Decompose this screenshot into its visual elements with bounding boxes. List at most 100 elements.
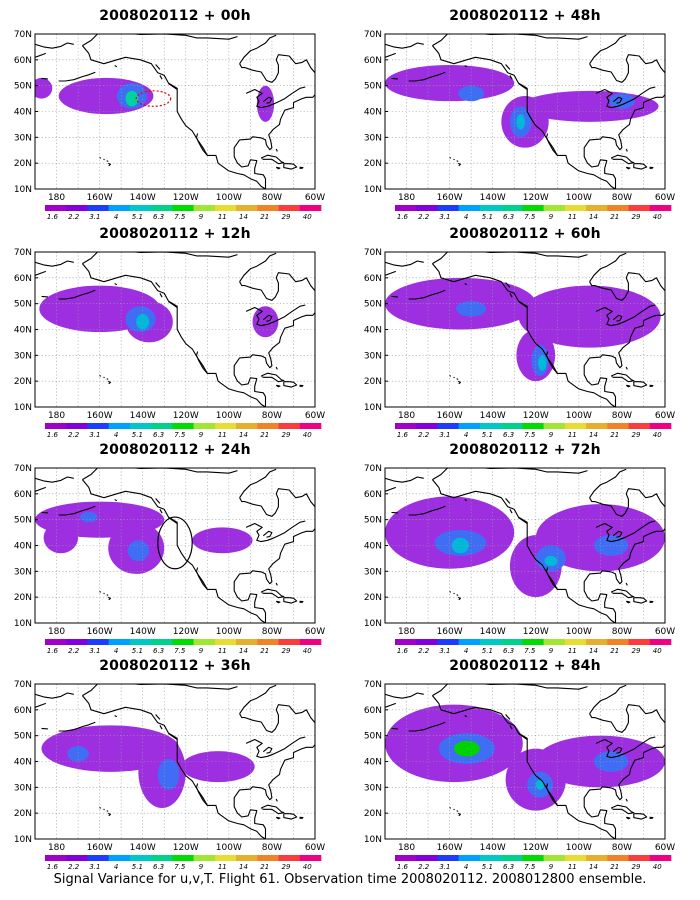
legend-label: 29 [632, 647, 641, 655]
longitude-tick-label: 140W [480, 627, 506, 637]
coastline [385, 260, 424, 267]
legend-swatch [607, 639, 629, 645]
coastline [625, 600, 631, 604]
coastline [449, 157, 452, 159]
legend-swatch [66, 423, 88, 429]
coastline [545, 351, 558, 374]
coastline [114, 65, 118, 68]
panel-title: 2008020112 + 84h [449, 658, 601, 674]
legend-label: 40 [653, 863, 662, 871]
latitude-tick-label: 60N [364, 56, 382, 66]
panel-title: 2008020112 + 24h [99, 442, 251, 458]
coastline [107, 812, 111, 817]
latitude-tick-label: 40N [14, 108, 32, 118]
legend-label: 29 [632, 431, 641, 439]
latitude-tick-label: 10N [364, 619, 382, 629]
legend-label: 6.3 [153, 647, 164, 655]
legend-swatch [236, 639, 258, 645]
coastline [625, 366, 628, 370]
latitude-tick-label: 30N [14, 567, 32, 577]
legend-swatch [87, 423, 109, 429]
latitude-tick-label: 10N [364, 185, 382, 195]
coastline [385, 270, 396, 276]
legend-label: 11 [218, 213, 227, 221]
coastline [35, 486, 46, 492]
legend-label: 6.3 [153, 213, 164, 221]
legend-label: 40 [303, 213, 312, 221]
latitude-tick-label: 40N [14, 758, 32, 768]
legend-label: 40 [303, 647, 312, 655]
legend-swatch [299, 205, 322, 211]
legend-swatch [45, 423, 67, 429]
coastline [81, 695, 266, 839]
legend-label: 3.1 [439, 647, 450, 655]
coastline [595, 306, 630, 327]
legend-swatch [129, 205, 152, 211]
coastline [283, 813, 298, 820]
coastline [195, 567, 208, 590]
longitude-tick-label: 80W [612, 627, 632, 637]
coastline [610, 804, 635, 815]
coastline [456, 594, 459, 596]
latitude-tick-label: 10N [14, 185, 32, 195]
map-panel-60h: 2008020112 + 60h 10N 20N 30N 40N 50N 60N 70N 18… [355, 226, 695, 439]
variance-contour [256, 85, 275, 122]
latitude-tick-label: 70N [14, 30, 32, 40]
coastline [589, 488, 665, 517]
legend-swatch [151, 205, 173, 211]
coastline [245, 738, 280, 759]
coastline [239, 468, 277, 499]
legend-swatch [458, 423, 481, 429]
coastline [391, 77, 398, 80]
legend-label: 3.1 [439, 863, 450, 871]
legend-label: 7.5 [524, 431, 536, 439]
coastline [449, 375, 452, 377]
legend-swatch [416, 423, 438, 429]
coastline [41, 511, 48, 514]
coastline [262, 96, 273, 104]
legend-label: 14 [589, 863, 598, 871]
coastline [262, 314, 273, 322]
coastline [649, 384, 654, 387]
coastline [449, 591, 452, 593]
legend-label: 2.2 [418, 863, 430, 871]
legend-label: 3.1 [89, 213, 100, 221]
longitude-tick-label: 60W [655, 627, 675, 637]
coastline [35, 52, 46, 58]
legend-label: 6.3 [503, 431, 514, 439]
legend-label: 5.1 [132, 213, 143, 221]
legend-label: 7.5 [174, 863, 186, 871]
legend-label: 2.2 [418, 213, 430, 221]
coastline [239, 488, 315, 517]
legend-swatch [501, 423, 523, 429]
legend-swatch [151, 855, 173, 861]
longitude-tick-label: 160W [87, 411, 113, 421]
longitude-tick-label: 180 [48, 627, 65, 637]
longitude-tick-label: 100W [216, 411, 242, 421]
coastline [35, 260, 74, 267]
legend-label: 1.6 [47, 647, 59, 655]
latitude-tick-label: 40N [364, 758, 382, 768]
coastline [81, 479, 266, 623]
coastline [275, 798, 278, 802]
variance-contour [67, 746, 89, 762]
coastline [159, 509, 163, 514]
coastline [275, 148, 278, 152]
panel-title: 2008020112 + 36h [99, 658, 251, 674]
legend-swatch [437, 855, 459, 861]
legend-label: 2.2 [418, 431, 430, 439]
coastline [245, 88, 280, 109]
coastline [391, 295, 398, 298]
legend-swatch [87, 205, 109, 211]
longitude-tick-label: 80W [612, 193, 632, 203]
variance-contour [80, 511, 98, 523]
coastline [518, 301, 528, 308]
legend-swatch [395, 639, 417, 645]
coastline [464, 715, 468, 718]
legend-swatch [607, 423, 629, 429]
latitude-tick-label: 50N [14, 300, 32, 310]
legend-label: 9 [549, 863, 554, 871]
legend-label: 11 [218, 647, 227, 655]
coastline [545, 783, 558, 806]
latitude-tick-label: 60N [364, 490, 382, 500]
